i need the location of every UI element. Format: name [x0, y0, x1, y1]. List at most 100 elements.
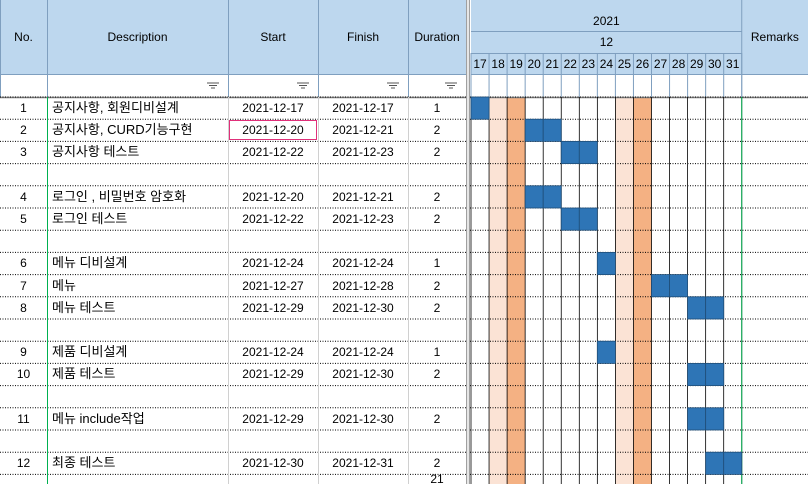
task-finish[interactable]: 2021-12-30 — [332, 411, 394, 426]
task-description[interactable]: 메뉴 디비설계 — [52, 255, 128, 271]
header-no: No. — [14, 30, 33, 44]
weekend-sunday-column — [633, 97, 652, 484]
gantt-bar — [524, 118, 544, 142]
task-description[interactable]: 메뉴 include작업 — [52, 410, 145, 426]
gantt-bar — [524, 185, 544, 209]
filter-row-fill — [0, 74, 808, 97]
filter-dropdown-icon[interactable] — [444, 82, 458, 90]
task-start[interactable]: 2021-12-29 — [242, 367, 304, 382]
selected-cell-outline — [229, 120, 317, 141]
task-duration[interactable]: 2 — [433, 123, 441, 138]
header-start: Start — [260, 30, 286, 44]
gantt-bar — [560, 207, 580, 231]
gantt-bar — [669, 274, 688, 298]
task-finish[interactable]: 2021-12-28 — [332, 278, 394, 293]
task-description[interactable]: 제품 디비설계 — [52, 344, 128, 360]
task-duration[interactable]: 2 — [433, 212, 441, 227]
task-duration[interactable]: 2 — [433, 456, 441, 471]
task-start[interactable]: 2021-12-29 — [242, 300, 304, 315]
task-description[interactable]: 공지사항, 회원디비설계 — [52, 100, 179, 116]
header-day: 24 — [599, 56, 614, 71]
task-finish[interactable]: 2021-12-24 — [332, 256, 394, 271]
task-duration[interactable]: 2 — [433, 145, 441, 160]
task-duration[interactable]: 2 — [433, 300, 441, 315]
task-start[interactable]: 2021-12-22 — [242, 212, 304, 227]
task-duration[interactable]: 2 — [433, 411, 441, 426]
header-month: 12 — [599, 35, 614, 49]
task-finish[interactable]: 2021-12-23 — [332, 145, 394, 160]
task-finish[interactable]: 2021-12-30 — [332, 367, 394, 382]
gantt-bar — [705, 362, 725, 386]
header-day: 28 — [671, 56, 686, 71]
task-start[interactable]: 2021-12-27 — [242, 278, 304, 293]
task-description[interactable]: 메뉴 — [52, 277, 76, 293]
header-description: Description — [107, 30, 168, 44]
task-duration[interactable]: 1 — [433, 101, 441, 116]
task-start[interactable]: 2021-12-24 — [242, 256, 304, 271]
task-start[interactable]: 2021-12-20 — [242, 189, 304, 204]
gantt-bar — [470, 96, 490, 120]
task-start[interactable]: 2021-12-29 — [242, 411, 304, 426]
freeze-pane-separator — [466, 0, 470, 484]
gantt-bar — [705, 451, 725, 475]
header-day: 26 — [635, 56, 650, 71]
task-no[interactable]: 3 — [20, 145, 27, 160]
task-finish[interactable]: 2021-12-17 — [332, 101, 394, 116]
header-day: 21 — [545, 56, 559, 71]
duration-total[interactable]: 21 — [430, 472, 444, 484]
task-duration[interactable]: 2 — [433, 189, 441, 204]
task-duration[interactable]: 1 — [433, 345, 441, 360]
gantt-bar — [578, 140, 598, 164]
gantt-bar — [651, 274, 670, 298]
task-description[interactable]: 로그인 , 비밀번호 암호화 — [52, 188, 187, 204]
header-day: 18 — [491, 56, 505, 71]
task-start[interactable]: 2021-12-17 — [242, 101, 304, 116]
filter-dropdown-icon[interactable] — [296, 82, 310, 90]
gantt-bar — [705, 296, 725, 320]
weekend-saturday-column — [615, 97, 634, 484]
task-no[interactable]: 2 — [20, 123, 27, 138]
task-description[interactable]: 공지사항, CURD기능구현 — [52, 122, 193, 138]
task-finish[interactable]: 2021-12-31 — [332, 456, 394, 471]
gantt-bar — [542, 118, 562, 142]
header-duration: Duration — [414, 30, 460, 44]
task-description[interactable]: 메뉴 테스트 — [52, 299, 116, 315]
task-finish[interactable]: 2021-12-23 — [332, 212, 394, 227]
header-day: 17 — [473, 56, 487, 71]
task-finish[interactable]: 2021-12-24 — [332, 345, 394, 360]
task-description[interactable]: 공지사항 테스트 — [52, 144, 140, 160]
task-start[interactable]: 2021-12-20 — [242, 123, 304, 138]
task-no[interactable]: 4 — [20, 189, 27, 204]
task-no[interactable]: 5 — [20, 212, 27, 227]
task-description[interactable]: 최종 테스트 — [52, 455, 116, 471]
task-finish[interactable]: 2021-12-30 — [332, 300, 394, 315]
task-no[interactable]: 12 — [16, 456, 31, 471]
task-no[interactable]: 1 — [20, 101, 27, 116]
task-description[interactable]: 로그인 테스트 — [52, 211, 128, 227]
task-duration[interactable]: 2 — [433, 278, 441, 293]
task-description[interactable]: 제품 테스트 — [52, 366, 116, 382]
task-no[interactable]: 6 — [20, 256, 27, 271]
gantt-bar — [705, 407, 725, 431]
filter-dropdown-icon[interactable] — [206, 82, 220, 90]
task-start[interactable]: 2021-12-30 — [242, 456, 304, 471]
task-no[interactable]: 8 — [20, 300, 27, 315]
task-no[interactable]: 7 — [20, 278, 27, 293]
header-day: 29 — [689, 56, 704, 71]
task-start[interactable]: 2021-12-24 — [242, 345, 304, 360]
task-no[interactable]: 10 — [16, 367, 31, 382]
task-finish[interactable]: 2021-12-21 — [332, 189, 394, 204]
gantt-bar — [542, 185, 562, 209]
task-start[interactable]: 2021-12-22 — [242, 145, 304, 160]
header-day: 20 — [527, 56, 541, 71]
task-no[interactable]: 9 — [20, 345, 27, 360]
filter-dropdown-icon[interactable] — [386, 82, 400, 90]
header-day: 25 — [617, 56, 632, 71]
header-day: 27 — [653, 56, 668, 71]
task-finish[interactable]: 2021-12-21 — [332, 123, 394, 138]
task-no[interactable]: 11 — [17, 411, 30, 426]
task-duration[interactable]: 2 — [433, 367, 441, 382]
task-duration[interactable]: 1 — [433, 256, 441, 271]
header-day: 19 — [509, 56, 523, 71]
